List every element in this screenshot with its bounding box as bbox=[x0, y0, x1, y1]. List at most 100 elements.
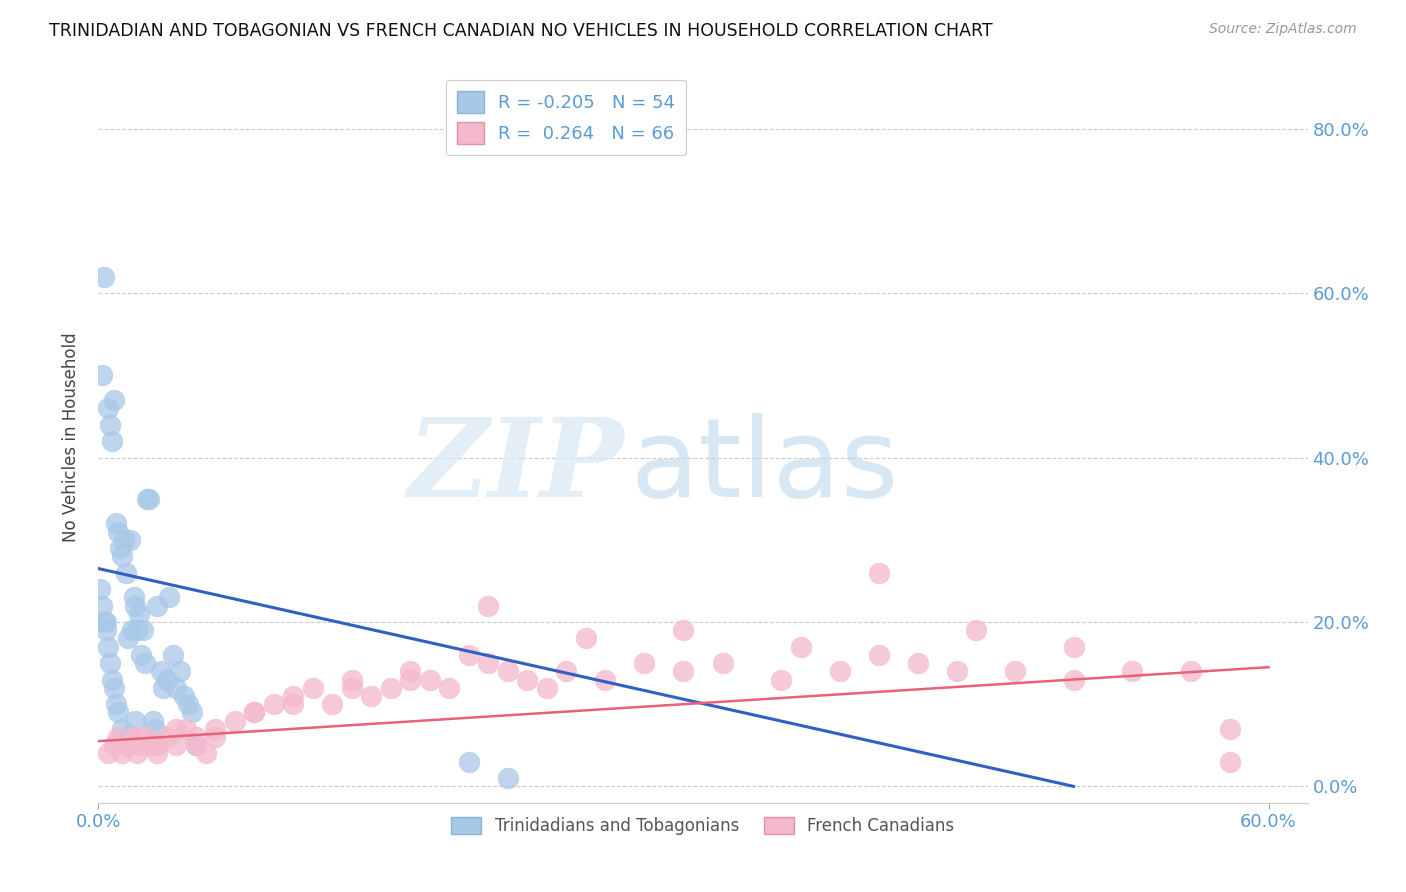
Point bbox=[136, 730, 159, 744]
Point bbox=[146, 739, 169, 753]
Point bbox=[138, 491, 160, 506]
Point bbox=[127, 730, 149, 744]
Point bbox=[907, 656, 929, 670]
Point bbox=[1219, 722, 1241, 736]
Point bbox=[672, 624, 695, 638]
Point bbox=[157, 591, 180, 605]
Point bbox=[101, 434, 124, 449]
Point bbox=[1063, 640, 1085, 654]
Point bbox=[131, 739, 153, 753]
Point bbox=[496, 771, 519, 785]
Point bbox=[283, 697, 305, 711]
Point bbox=[104, 516, 127, 531]
Point bbox=[103, 681, 125, 695]
Point bbox=[117, 730, 139, 744]
Point bbox=[711, 656, 734, 670]
Point bbox=[672, 665, 695, 679]
Point bbox=[194, 747, 217, 761]
Point bbox=[399, 673, 422, 687]
Point bbox=[142, 739, 165, 753]
Point bbox=[136, 491, 159, 506]
Point bbox=[108, 541, 131, 555]
Point bbox=[122, 730, 145, 744]
Point bbox=[181, 706, 204, 720]
Point bbox=[184, 739, 207, 753]
Point bbox=[789, 640, 811, 654]
Point bbox=[380, 681, 402, 695]
Point bbox=[868, 566, 890, 580]
Point bbox=[399, 665, 422, 679]
Point bbox=[112, 533, 135, 547]
Point bbox=[162, 648, 184, 662]
Point bbox=[111, 747, 134, 761]
Point bbox=[132, 624, 155, 638]
Text: Source: ZipAtlas.com: Source: ZipAtlas.com bbox=[1209, 22, 1357, 37]
Text: atlas: atlas bbox=[630, 413, 898, 520]
Text: TRINIDADIAN AND TOBAGONIAN VS FRENCH CANADIAN NO VEHICLES IN HOUSEHOLD CORRELATI: TRINIDADIAN AND TOBAGONIAN VS FRENCH CAN… bbox=[49, 22, 993, 40]
Point bbox=[458, 755, 481, 769]
Y-axis label: No Vehicles in Household: No Vehicles in Household bbox=[62, 332, 80, 542]
Point bbox=[124, 599, 146, 613]
Point bbox=[536, 681, 558, 695]
Point bbox=[91, 599, 114, 613]
Point bbox=[131, 648, 153, 662]
Point bbox=[107, 730, 129, 744]
Point bbox=[828, 665, 851, 679]
Point bbox=[1063, 673, 1085, 687]
Point bbox=[516, 673, 538, 687]
Point bbox=[302, 681, 325, 695]
Point bbox=[97, 640, 120, 654]
Point bbox=[1004, 665, 1026, 679]
Point bbox=[142, 714, 165, 728]
Point bbox=[165, 681, 187, 695]
Point bbox=[97, 401, 120, 416]
Point bbox=[243, 706, 266, 720]
Point bbox=[146, 599, 169, 613]
Point bbox=[117, 632, 139, 646]
Point bbox=[117, 739, 139, 753]
Point bbox=[104, 697, 127, 711]
Point bbox=[868, 648, 890, 662]
Point bbox=[156, 730, 179, 744]
Point bbox=[98, 417, 121, 432]
Point bbox=[127, 624, 149, 638]
Point bbox=[204, 730, 226, 744]
Point bbox=[165, 739, 187, 753]
Point bbox=[575, 632, 598, 646]
Point bbox=[965, 624, 987, 638]
Point bbox=[340, 673, 363, 687]
Point bbox=[97, 747, 120, 761]
Point bbox=[477, 599, 499, 613]
Point bbox=[93, 269, 115, 284]
Point bbox=[174, 722, 197, 736]
Point bbox=[1219, 755, 1241, 769]
Point bbox=[98, 656, 121, 670]
Point bbox=[184, 730, 207, 744]
Point bbox=[283, 689, 305, 703]
Point bbox=[107, 524, 129, 539]
Point bbox=[439, 681, 461, 695]
Point bbox=[633, 656, 655, 670]
Point bbox=[321, 697, 343, 711]
Point bbox=[124, 714, 146, 728]
Point bbox=[173, 689, 195, 703]
Point bbox=[156, 673, 179, 687]
Point bbox=[101, 673, 124, 687]
Point bbox=[224, 714, 246, 728]
Point bbox=[419, 673, 441, 687]
Point bbox=[149, 665, 172, 679]
Point bbox=[93, 615, 115, 629]
Point bbox=[89, 582, 111, 596]
Point bbox=[496, 665, 519, 679]
Point bbox=[103, 739, 125, 753]
Point bbox=[263, 697, 285, 711]
Point bbox=[103, 393, 125, 408]
Point bbox=[1180, 665, 1202, 679]
Point bbox=[769, 673, 792, 687]
Point bbox=[128, 607, 150, 621]
Point bbox=[118, 533, 141, 547]
Point bbox=[96, 624, 118, 638]
Point bbox=[111, 722, 134, 736]
Point bbox=[360, 689, 382, 703]
Point bbox=[184, 739, 207, 753]
